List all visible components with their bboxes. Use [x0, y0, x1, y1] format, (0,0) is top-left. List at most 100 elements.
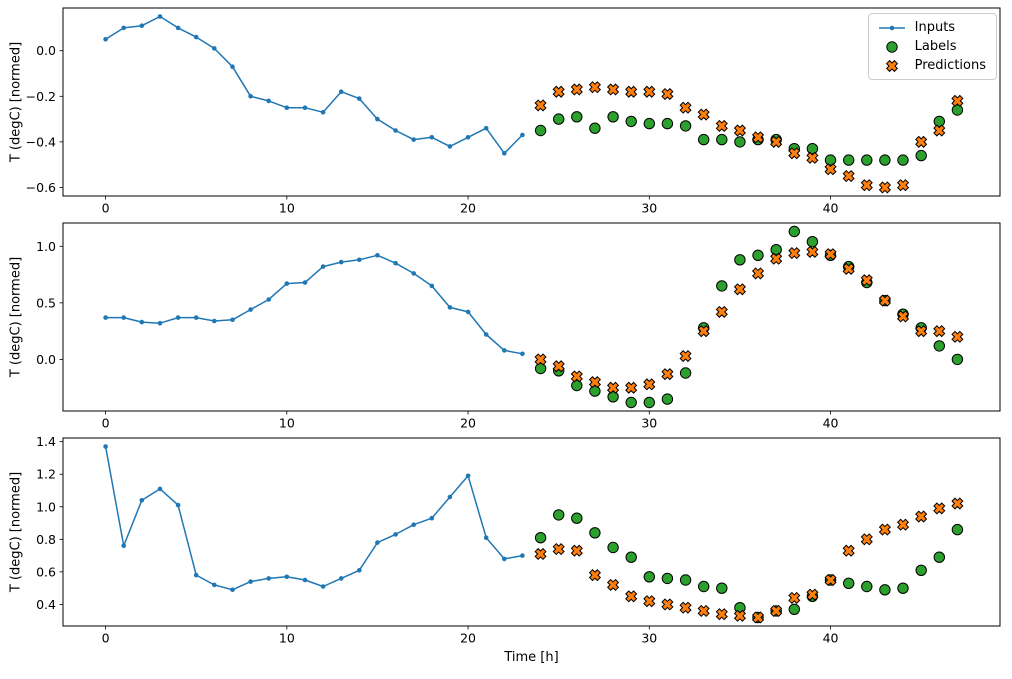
y-tick-label: 1.2 — [36, 467, 56, 482]
input-point — [338, 259, 344, 265]
label-point — [879, 154, 891, 166]
legend: Inputs Labels Predictions — [867, 13, 997, 80]
prediction-point — [806, 588, 819, 601]
prediction-point — [733, 609, 747, 622]
input-point — [411, 137, 417, 142]
input-point — [248, 307, 253, 312]
label-point — [679, 367, 692, 379]
x-tick-label: 30 — [641, 201, 657, 216]
label-point — [553, 113, 565, 125]
input-point — [302, 280, 308, 285]
prediction-point — [697, 108, 710, 121]
label-point — [589, 122, 601, 134]
prediction-point — [570, 370, 583, 383]
label-point — [625, 396, 637, 409]
label-point — [661, 393, 674, 405]
input-point — [502, 348, 507, 353]
input-point — [266, 98, 272, 104]
input-point — [103, 315, 108, 320]
input-point — [429, 283, 435, 289]
prediction-point — [715, 305, 728, 318]
label-point — [933, 115, 945, 128]
label-point — [806, 236, 819, 248]
prediction-point — [697, 604, 710, 618]
input-point — [483, 535, 489, 540]
prediction-point — [951, 94, 964, 107]
input-point — [520, 553, 525, 558]
label-point — [915, 564, 927, 576]
input-point — [429, 515, 435, 521]
input-point — [284, 574, 290, 580]
input-point — [230, 64, 235, 69]
input-point — [338, 576, 344, 581]
label-point — [589, 385, 601, 397]
label-point — [933, 340, 945, 352]
prediction-point — [842, 262, 855, 275]
label-point — [861, 154, 873, 166]
input-point — [302, 577, 308, 583]
input-point — [139, 498, 145, 503]
label-point — [879, 584, 891, 596]
label-point — [788, 225, 800, 238]
x-tick-label: 20 — [460, 416, 476, 431]
prediction-point — [878, 523, 891, 536]
input-point — [230, 587, 235, 593]
y-tick-label: 0.0 — [36, 43, 56, 58]
predictions-series — [534, 81, 964, 194]
label-point — [534, 362, 547, 375]
y-tick-label: 0.6 — [36, 564, 56, 579]
input-point — [139, 23, 145, 29]
y-axis-label: T (degC) [normed] — [9, 42, 24, 163]
input-point — [483, 125, 489, 131]
input-point — [447, 305, 453, 310]
y-tick-label: −0.4 — [26, 134, 56, 149]
prediction-point — [770, 135, 783, 148]
x-tick-label: 40 — [823, 201, 839, 216]
prediction-point — [588, 376, 602, 389]
prediction-point — [625, 85, 638, 98]
legend-item-predictions: Predictions — [877, 58, 986, 73]
prediction-point — [806, 245, 819, 258]
label-point — [679, 574, 692, 586]
label-point — [915, 149, 927, 162]
prediction-point — [715, 608, 728, 621]
prediction-point — [643, 85, 656, 98]
input-point — [193, 315, 199, 320]
label-point — [951, 104, 964, 116]
prediction-point — [788, 591, 801, 605]
label-point — [643, 396, 655, 409]
input-point — [248, 94, 253, 99]
label-point — [571, 111, 583, 123]
x-tick-label: 0 — [102, 631, 110, 646]
x-tick-label: 40 — [823, 416, 839, 431]
x-tick-label: 10 — [279, 416, 295, 431]
prediction-point — [788, 147, 801, 160]
input-point — [248, 579, 253, 584]
input-point — [465, 309, 471, 315]
legend-item-labels: Labels — [877, 39, 986, 54]
legend-label-inputs: Inputs — [914, 20, 956, 35]
input-point — [103, 37, 108, 42]
predictions-x-icon — [885, 59, 898, 72]
label-point — [607, 391, 619, 403]
label-point — [897, 582, 909, 594]
input-point — [302, 105, 308, 110]
input-point — [121, 543, 126, 549]
label-point — [716, 280, 728, 292]
label-point — [951, 523, 964, 536]
prediction-point — [842, 544, 855, 557]
label-point — [625, 115, 637, 128]
prediction-point — [751, 611, 765, 624]
prediction-point — [915, 510, 928, 523]
prediction-point — [679, 601, 692, 614]
label-point — [571, 379, 583, 392]
input-point — [502, 151, 507, 156]
input-point — [357, 96, 362, 101]
inputs-line — [105, 15, 523, 155]
prediction-point — [824, 573, 837, 587]
prediction-point — [933, 325, 946, 338]
x-tick-label: 20 — [460, 631, 476, 646]
input-point — [212, 318, 217, 324]
input-point — [375, 253, 380, 258]
prediction-point — [733, 283, 747, 296]
